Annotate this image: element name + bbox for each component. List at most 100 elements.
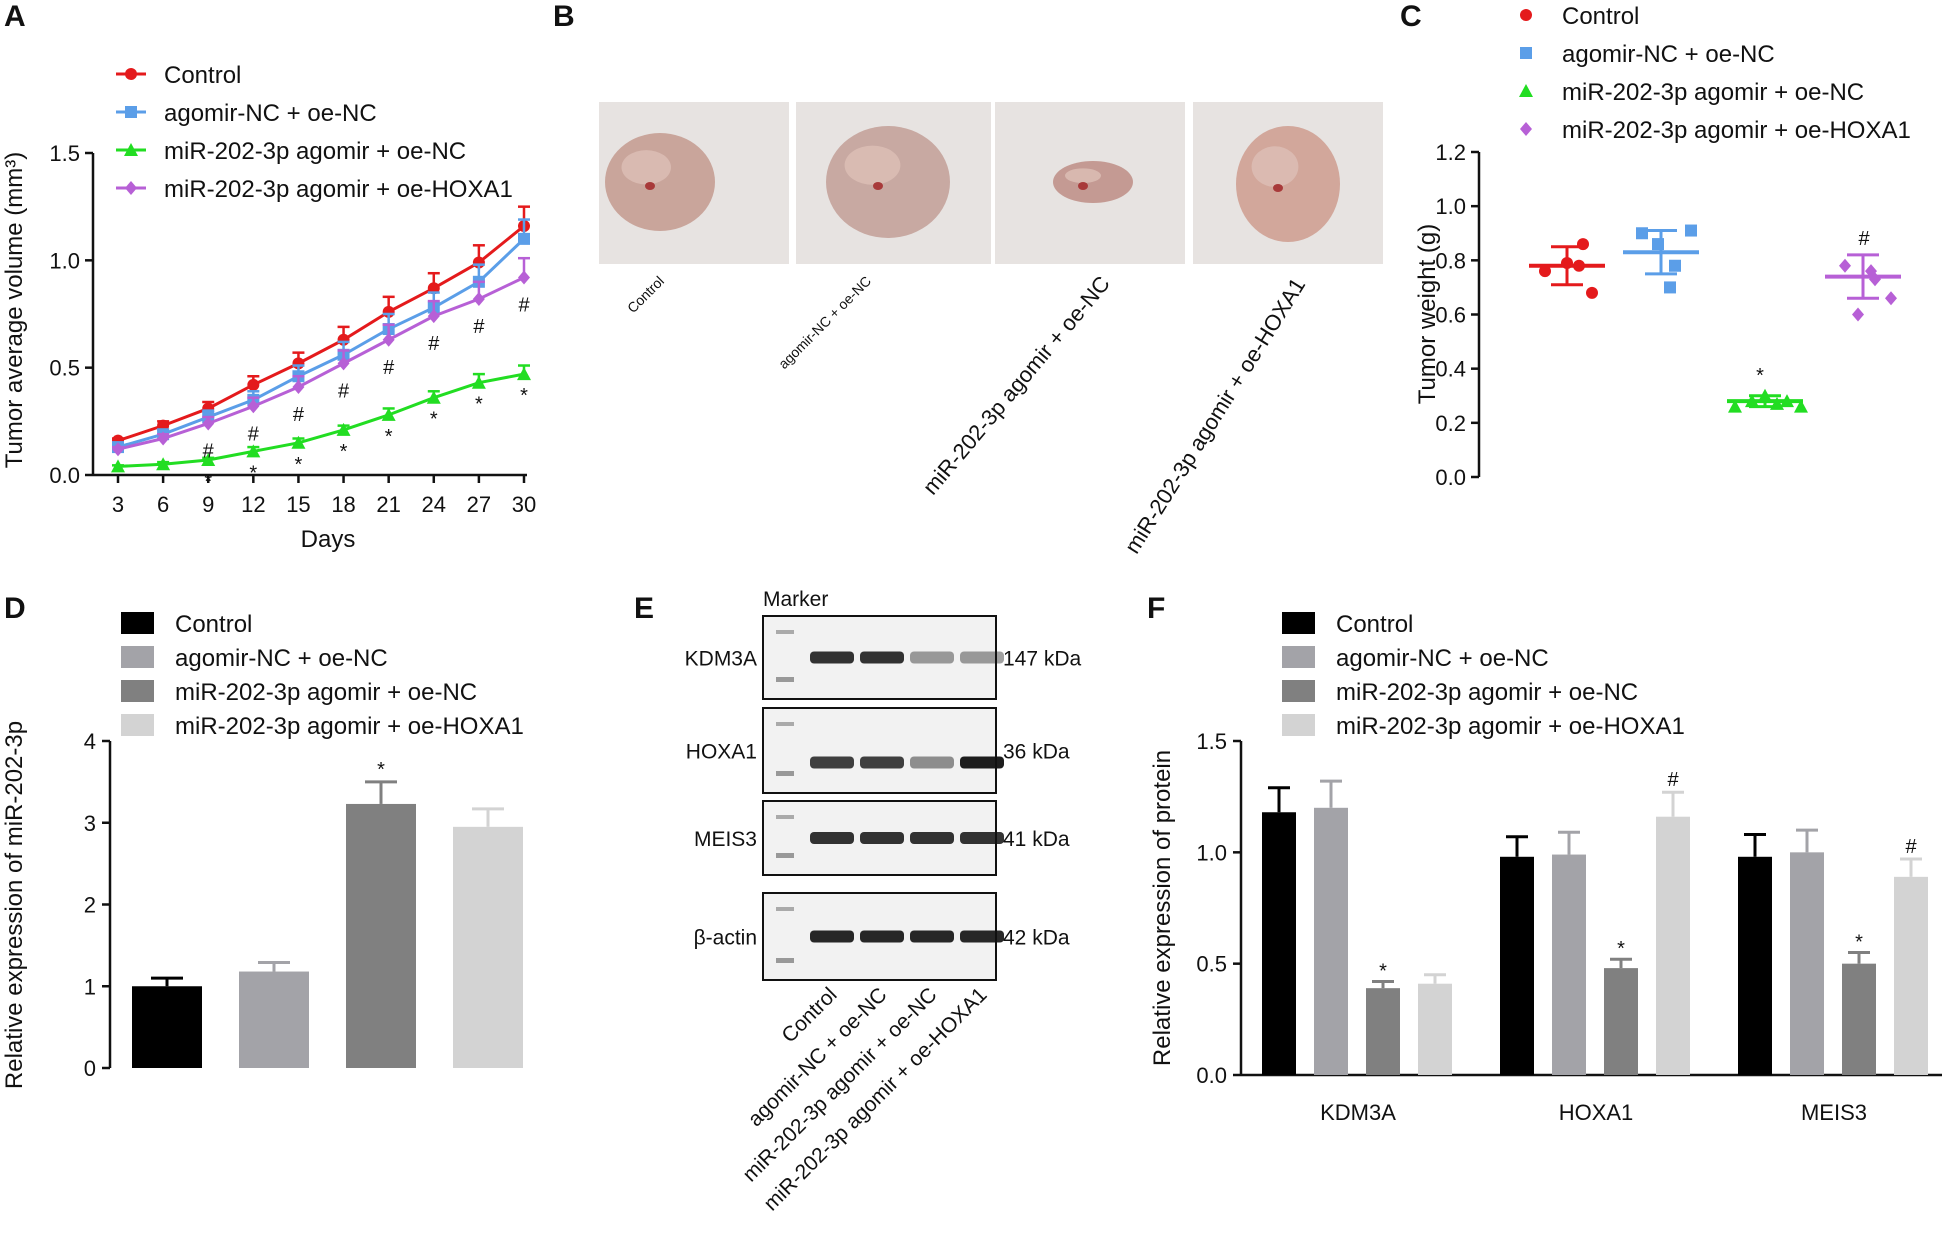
panel-a-y-tick-label: 0.5	[49, 356, 80, 381]
panel-a-x-tick-label: 27	[467, 492, 491, 517]
protein-band	[910, 832, 954, 844]
scatter-point	[1770, 396, 1784, 410]
significance-hash: #	[1667, 769, 1679, 791]
protein-band	[810, 651, 854, 664]
data-point	[426, 390, 441, 404]
protein-band	[860, 930, 904, 943]
scatter-point	[1652, 238, 1664, 251]
panel-d-legend-label: miR-202-3p agomir + oe-NC	[175, 679, 477, 706]
series-line-control	[117, 224, 525, 443]
significance-hash: #	[383, 357, 395, 379]
bar-control	[132, 986, 202, 1068]
scatter-point	[1664, 281, 1676, 294]
panel-a-ticks: 0.0 0.5 1.0 1.5 3 6 9 12 15 18 21 24 27 30	[49, 141, 536, 517]
panel-f-ticks: 0.0 0.5 1.0 1.5	[1196, 729, 1241, 1088]
panel-a-x-tick-label: 12	[241, 492, 265, 517]
panel-d-legend: Control agomir-NC + oe-NC miR-202-3p agomi…	[121, 611, 524, 740]
panel-a-legend-label: miR-202-3p agomir + oe-NC	[164, 138, 466, 165]
data-point	[156, 457, 171, 471]
protein-band	[910, 930, 954, 943]
panel-f-category-label: MEIS3	[1801, 1100, 1867, 1125]
panel-a-legend-label: Control	[164, 62, 241, 89]
significance-star: *	[295, 454, 303, 476]
significance-star: *	[377, 759, 385, 781]
data-point	[202, 416, 215, 431]
bar-meis3-agomir-nc-oe-nc	[1790, 852, 1824, 1075]
significance-hash: #	[338, 380, 350, 402]
panel-a-legend-label: miR-202-3p agomir + oe-HOXA1	[164, 176, 513, 203]
data-point	[517, 367, 531, 381]
panel-d-y-tick-label: 4	[84, 729, 96, 754]
significance-star: *	[1617, 938, 1625, 960]
panel-d-bars: *	[132, 759, 523, 1068]
blot-frame	[762, 707, 997, 794]
panel-c-y-tick-label: 1.0	[1435, 194, 1466, 219]
scatter-point	[1728, 399, 1742, 413]
bar-meis3-control	[1738, 856, 1772, 1075]
scatter-point	[1885, 291, 1897, 306]
data-point	[381, 407, 396, 421]
data-point	[111, 459, 125, 473]
significance-hash: #	[248, 423, 260, 445]
tumor-photo-2	[796, 102, 991, 264]
scatter-point	[1577, 238, 1589, 251]
panel-f-category-label: KDM3A	[1320, 1100, 1396, 1125]
panel-f-legend: Control agomir-NC + oe-NC miR-202-3p agomi…	[1282, 611, 1685, 740]
panel-c-y-tick-label: 0.4	[1435, 357, 1466, 382]
blot-kdm3a: KDM3A 147 kDa	[685, 615, 1082, 700]
panel-f-legend-swatch	[1282, 612, 1315, 634]
panel-a-y-axis-label: Tumor average volume (mm³)	[1, 152, 28, 469]
bar-hoxa1-control	[1500, 856, 1534, 1075]
panel-d-legend-swatch	[121, 646, 154, 668]
data-point	[427, 309, 440, 324]
panel-a-y-tick-label: 0.0	[49, 463, 80, 488]
protein-band	[960, 756, 1004, 769]
panel-label-d: D	[4, 592, 26, 625]
tumor-blood-spot	[1273, 184, 1283, 192]
data-point	[201, 452, 216, 466]
protein-band	[910, 756, 954, 769]
data-point	[247, 378, 260, 391]
tumor-blood-spot	[873, 182, 883, 190]
panel-f-legend-swatch	[1282, 646, 1315, 668]
bar-kdm3a-mir-202-3p-agomir-oe-nc	[1366, 988, 1400, 1075]
data-point	[291, 435, 306, 449]
panel-c-legend-marker	[1519, 84, 1533, 97]
scatter-point	[1573, 259, 1585, 272]
blot-meis3: MEIS3 41 kDa	[694, 800, 1070, 876]
series-line-mir-202-3p-agomir-oe-nc	[117, 372, 525, 468]
significance-hash: #	[293, 404, 305, 426]
significance-star: *	[385, 426, 393, 448]
blot-actin: β-actin 42 kDa	[694, 892, 1070, 981]
protein-band	[910, 651, 954, 664]
marker-ladder-band	[776, 958, 794, 963]
panel-d-legend-swatch	[121, 680, 154, 702]
tumor-specimen	[1053, 161, 1133, 203]
protein-band	[860, 756, 904, 769]
panel-a-x-tick-label: 18	[331, 492, 355, 517]
significance-star: *	[1756, 365, 1764, 387]
significance-star: *	[340, 441, 348, 463]
scatter-point	[1669, 259, 1681, 272]
bar-mir-202-3p-agomir-oe-hoxa1	[453, 826, 523, 1068]
data-point	[336, 422, 351, 436]
panel-c-legend-marker	[1520, 47, 1532, 59]
panel-c-y-tick-label: 0.6	[1435, 303, 1466, 328]
marker-ladder-band	[776, 853, 794, 858]
protein-band	[810, 756, 854, 769]
panel-label-b: B	[553, 0, 575, 33]
panel-f-bars: * KDM3A * # HOXA1 * # MEIS3	[1262, 769, 1928, 1125]
scatter-point	[1794, 399, 1808, 413]
panel-f-y-axis-label: Relative expression of protein	[1149, 750, 1176, 1066]
panel-label-f: F	[1147, 592, 1165, 625]
panel-c-legend-label: agomir-NC + oe-NC	[1562, 41, 1775, 68]
tumor-blood-spot	[645, 182, 655, 190]
panel-d-legend-label: agomir-NC + oe-NC	[175, 645, 388, 672]
protein-band	[960, 832, 1004, 844]
scatter-point	[1780, 394, 1794, 408]
protein-band	[810, 832, 854, 844]
data-point	[471, 375, 486, 389]
panel-c-legend-marker	[1520, 122, 1532, 136]
marker-ladder-band	[776, 630, 794, 634]
panel-a-legend-marker	[125, 181, 137, 195]
